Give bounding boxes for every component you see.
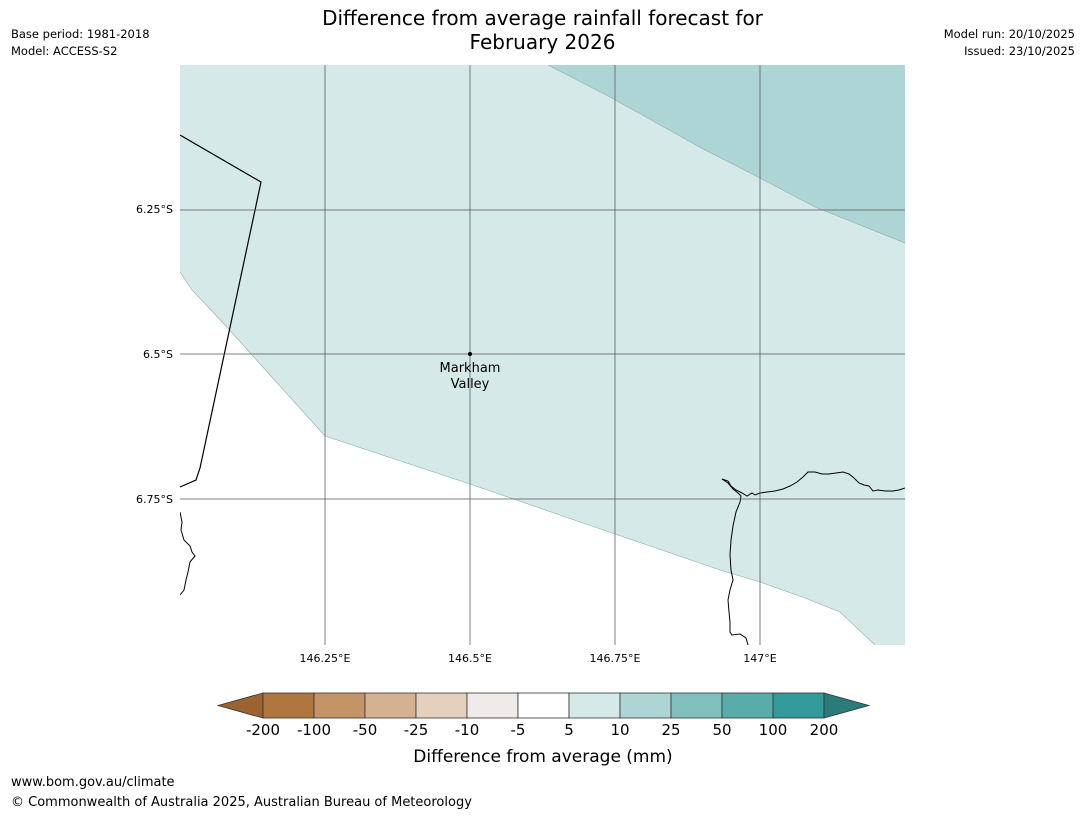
lat-label: 6.5°S bbox=[143, 348, 173, 361]
place-label-line-1: Markham bbox=[440, 361, 501, 376]
lon-label: 146.75°E bbox=[590, 652, 641, 665]
map-title: Difference from average rainfall forecas… bbox=[0, 6, 1085, 54]
colorbar-segment bbox=[466, 692, 519, 719]
border-line bbox=[180, 134, 262, 488]
colorbar-segment bbox=[670, 692, 723, 719]
colorbar-tick-label: 100 bbox=[759, 721, 788, 739]
colorbar-tick-label: -50 bbox=[353, 721, 378, 739]
colorbar-segment bbox=[517, 692, 570, 719]
lon-label: 146.25°E bbox=[300, 652, 351, 665]
coastline-west bbox=[180, 511, 196, 596]
colorbar-tick-label: -200 bbox=[246, 721, 280, 739]
colorbar-tick-label: 25 bbox=[661, 721, 680, 739]
rain-zone-boundary bbox=[180, 271, 876, 645]
colorbar-extend-low bbox=[216, 692, 264, 719]
colorbar-segment bbox=[415, 692, 468, 719]
colorbar-segment bbox=[568, 692, 621, 719]
graticule bbox=[180, 65, 905, 645]
colorbar-segment bbox=[772, 692, 825, 719]
rain-zone-10-to-25 bbox=[548, 65, 905, 243]
title-line-1: Difference from average rainfall forecas… bbox=[322, 6, 763, 30]
run-info: Model run: 20/10/2025 Issued: 23/10/2025 bbox=[944, 26, 1075, 60]
colorbar-tick-label: 50 bbox=[712, 721, 731, 739]
issued-text: Issued: 23/10/2025 bbox=[964, 44, 1075, 58]
model-text: Model: ACCESS-S2 bbox=[11, 44, 118, 58]
colorbar-extend-high bbox=[823, 692, 871, 719]
place-marker bbox=[468, 352, 472, 356]
colorbar-segment bbox=[619, 692, 672, 719]
colorbar-segment bbox=[313, 692, 366, 719]
title-line-2: February 2026 bbox=[469, 30, 616, 54]
lon-label: 146.5°E bbox=[448, 652, 492, 665]
place-label-line-2: Valley bbox=[451, 377, 490, 392]
base-period-text: Base period: 1981-2018 bbox=[11, 27, 150, 41]
bom-url-link[interactable]: www.bom.gov.au/climate bbox=[11, 775, 175, 790]
colorbar-tick-label: 10 bbox=[610, 721, 629, 739]
colorbar-tick-label: 5 bbox=[564, 721, 574, 739]
coastline-east bbox=[721, 471, 905, 497]
lat-label: 6.75°S bbox=[136, 493, 173, 506]
river-line bbox=[721, 478, 749, 645]
lat-label: 6.25°S bbox=[136, 203, 173, 216]
lon-label: 147°E bbox=[743, 652, 776, 665]
copyright-text: © Commonwealth of Australia 2025, Austra… bbox=[11, 795, 472, 810]
colorbar-tick-label: 200 bbox=[810, 721, 839, 739]
colorbar-tick-label: -10 bbox=[455, 721, 480, 739]
model-run-text: Model run: 20/10/2025 bbox=[943, 27, 1075, 41]
colorbar-tick-label: -25 bbox=[404, 721, 429, 739]
colorbar-segment bbox=[262, 692, 315, 719]
colorbar-legend: -200 -100 -50 -25 -10 -5 5 10 25 50 100 … bbox=[216, 692, 871, 767]
colorbar-title: Difference from average (mm) bbox=[413, 747, 672, 767]
colorbar-segment bbox=[364, 692, 417, 719]
colorbar-segment bbox=[721, 692, 774, 719]
colorbar-tick-label: -100 bbox=[297, 721, 331, 739]
colorbar-tick-label: -5 bbox=[511, 721, 526, 739]
model-info: Base period: 1981-2018 Model: ACCESS-S2 bbox=[11, 26, 150, 60]
